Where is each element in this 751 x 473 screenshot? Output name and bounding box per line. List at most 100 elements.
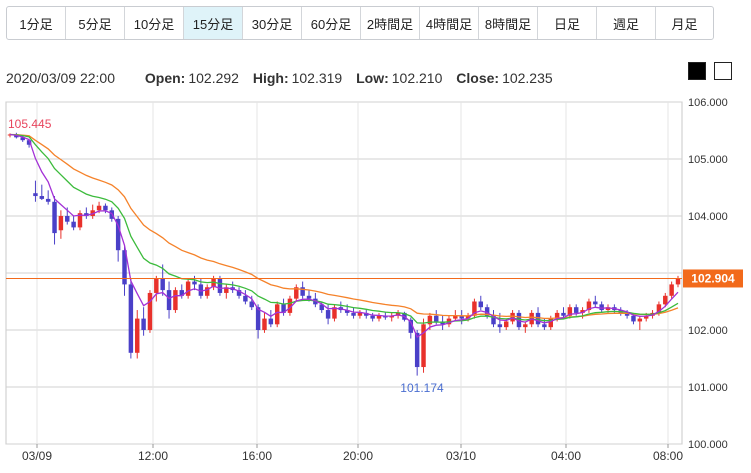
tab-timeframe[interactable]: 1分足 — [7, 7, 66, 39]
candle-body[interactable] — [580, 310, 585, 313]
candle-body[interactable] — [147, 292, 153, 330]
candle-body[interactable] — [236, 290, 242, 296]
candle-body[interactable] — [179, 290, 184, 296]
candle-body[interactable] — [255, 307, 261, 330]
candle-body[interactable] — [84, 213, 89, 216]
tab-timeframe[interactable]: 5分足 — [66, 7, 125, 39]
candle-body[interactable] — [262, 318, 267, 330]
candle-body[interactable] — [408, 319, 414, 333]
candle-body[interactable] — [364, 312, 369, 316]
candle-body[interactable] — [160, 278, 165, 291]
candle-body[interactable] — [605, 307, 611, 311]
tab-timeframe[interactable]: 月足 — [671, 16, 698, 32]
candle-body[interactable] — [593, 301, 598, 305]
candle-body[interactable] — [224, 287, 229, 293]
candle-body[interactable] — [624, 312, 630, 316]
candle-body[interactable] — [351, 312, 356, 316]
candle-body[interactable] — [573, 307, 579, 313]
candle-body[interactable] — [427, 315, 433, 325]
candle-body[interactable] — [567, 307, 573, 316]
candle-body[interactable] — [141, 318, 146, 330]
candle-body[interactable] — [561, 312, 566, 316]
candle-body[interactable] — [128, 284, 134, 353]
candle-body[interactable] — [115, 218, 121, 251]
candle-body[interactable] — [52, 201, 57, 234]
candle-body[interactable] — [675, 278, 681, 285]
candle-body[interactable] — [542, 324, 547, 328]
candle-body[interactable] — [643, 315, 649, 319]
candle-body[interactable] — [344, 310, 350, 313]
candle-body[interactable] — [453, 315, 458, 319]
candle-body[interactable] — [376, 315, 382, 319]
candle-body[interactable] — [484, 307, 490, 316]
light-theme-button[interactable] — [714, 62, 732, 80]
candle-body[interactable] — [103, 205, 108, 211]
tab-timeframe[interactable]: 2時間足 — [361, 7, 420, 39]
candle-body[interactable] — [274, 304, 280, 325]
candle-body[interactable] — [287, 298, 293, 313]
candle-body[interactable] — [306, 295, 312, 299]
tab-timeframe[interactable]: 30分足 — [243, 7, 302, 39]
candle-body[interactable] — [459, 315, 464, 319]
candle-body[interactable] — [332, 307, 337, 319]
tab-timeframe[interactable]: 8時間足 — [479, 7, 538, 39]
candle-body[interactable] — [357, 312, 363, 316]
candle-body[interactable] — [491, 315, 496, 325]
candle-body[interactable] — [554, 312, 560, 319]
candle-body[interactable] — [294, 287, 299, 299]
candle-body[interactable] — [631, 315, 636, 322]
candle-body[interactable] — [154, 278, 159, 293]
candle-body[interactable] — [20, 137, 25, 141]
candle-body[interactable] — [434, 315, 439, 322]
candle-body[interactable] — [39, 196, 45, 199]
candle-body[interactable] — [268, 318, 274, 325]
candle-body[interactable] — [45, 198, 51, 202]
candle-body[interactable] — [243, 295, 248, 302]
candle-body[interactable] — [586, 301, 592, 311]
candle-body[interactable] — [325, 310, 331, 319]
candle-body[interactable] — [211, 278, 216, 288]
candle-body[interactable] — [135, 318, 140, 353]
candle-body[interactable] — [26, 140, 32, 145]
candle-body[interactable] — [656, 304, 662, 313]
candle-body[interactable] — [414, 332, 420, 368]
tab-timeframe[interactable]: 4時間足 — [420, 7, 479, 39]
candle-body[interactable] — [77, 213, 83, 228]
candle-body[interactable] — [669, 284, 674, 296]
candle-body[interactable] — [319, 304, 324, 311]
candle-body[interactable] — [65, 216, 70, 222]
candle-body[interactable] — [300, 287, 305, 296]
tab-timeframe[interactable]: 日足 — [538, 7, 597, 39]
candle-body[interactable] — [599, 304, 604, 311]
candle-body[interactable] — [204, 287, 210, 296]
tab-timeframe[interactable]: 10分足 — [125, 7, 184, 39]
candle-body[interactable] — [504, 321, 509, 328]
candle-body[interactable] — [370, 315, 375, 319]
candle-body[interactable] — [421, 324, 426, 368]
candle-body[interactable] — [185, 281, 191, 296]
candle-body[interactable] — [472, 301, 477, 316]
candle-body[interactable] — [173, 290, 178, 311]
candle-body[interactable] — [217, 278, 223, 293]
candle-body[interactable] — [122, 250, 127, 285]
candle-body[interactable] — [198, 284, 204, 296]
candle-body[interactable] — [33, 193, 38, 197]
candle-body[interactable] — [281, 304, 286, 313]
candle-body[interactable] — [523, 324, 528, 328]
candle-body[interactable] — [58, 216, 64, 231]
candle-body[interactable] — [516, 312, 522, 328]
candle-body[interactable] — [465, 315, 471, 319]
candle-body[interactable] — [71, 221, 76, 228]
candle-body[interactable] — [548, 318, 553, 328]
candle-body[interactable] — [663, 295, 668, 305]
candle-body[interactable] — [497, 324, 503, 328]
tab-timeframe[interactable]: 60分足 — [302, 7, 361, 39]
dark-theme-button[interactable] — [688, 62, 706, 80]
candle-body[interactable] — [249, 301, 254, 308]
candle-body[interactable] — [637, 318, 643, 322]
tab-timeframe[interactable]: 15分足 — [184, 7, 243, 39]
candle-body[interactable] — [535, 312, 541, 325]
candle-body[interactable] — [192, 281, 197, 285]
candle-body[interactable] — [166, 290, 172, 311]
